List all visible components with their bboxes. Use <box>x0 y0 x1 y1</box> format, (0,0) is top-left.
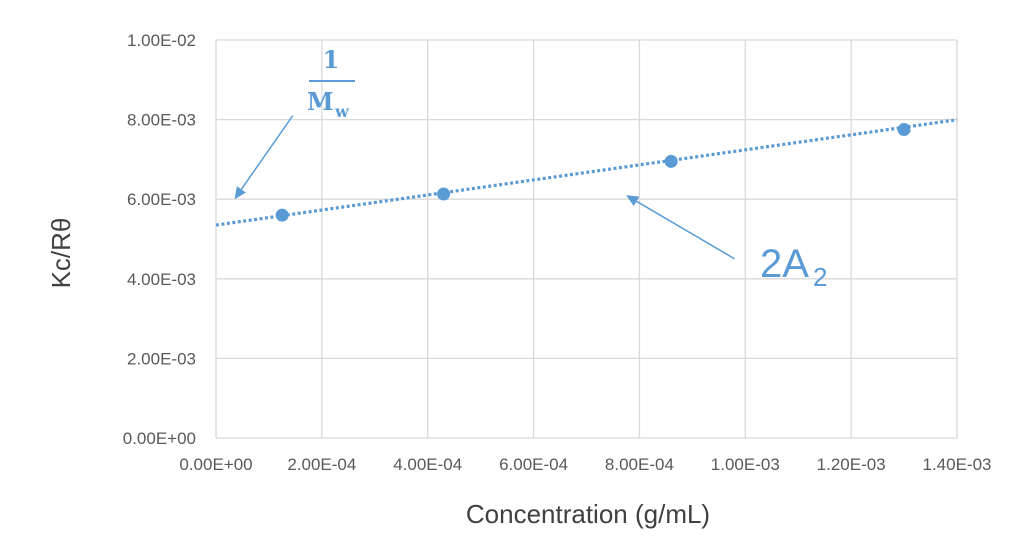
slope-label-subscript: 2 <box>813 262 827 292</box>
x-tick-label: 1.20E-03 <box>817 455 886 474</box>
slope-label-text: 2A <box>760 242 809 286</box>
x-tick-label: 0.00E+00 <box>179 455 252 474</box>
x-tick-label: 1.00E-03 <box>711 455 780 474</box>
y-tick-label: 0.00E+00 <box>123 429 196 448</box>
y-tick-label: 2.00E-03 <box>127 349 196 368</box>
x-tick-label: 2.00E-04 <box>287 455 356 474</box>
intercept-arrow <box>234 115 294 200</box>
trendline-layer <box>215 118 958 227</box>
slope-label: 2A 2 <box>760 242 827 292</box>
x-axis-title: Concentration (g/mL) <box>466 499 710 529</box>
y-tick-label: 1.00E-02 <box>127 31 196 50</box>
annotations: 1 M w 2A 2 <box>234 45 827 292</box>
trendline <box>215 118 958 227</box>
x-tick-labels: 0.00E+00 2.00E-04 4.00E-04 6.00E-04 8.00E-04… <box>179 455 991 474</box>
intercept-label: 1 M w <box>307 45 355 121</box>
x-tick-label: 1.40E-03 <box>923 455 992 474</box>
slope-arrow <box>626 195 736 260</box>
data-point <box>437 187 451 201</box>
intercept-label-numerator: 1 <box>323 45 340 74</box>
grid <box>215 39 958 439</box>
data-points <box>275 123 911 222</box>
x-tick-label: 6.00E-04 <box>499 455 568 474</box>
y-tick-labels: 0.00E+00 2.00E-03 4.00E-03 6.00E-03 8.00E-03… <box>123 31 196 448</box>
y-tick-label: 6.00E-03 <box>127 190 196 209</box>
y-axis-title: Kc/Rθ <box>46 218 76 289</box>
arrow-shaft <box>636 200 736 260</box>
intercept-label-denominator: M <box>307 87 334 116</box>
arrow-shaft <box>240 115 294 190</box>
y-tick-label: 4.00E-03 <box>127 270 196 289</box>
y-tick-label: 8.00E-03 <box>127 111 196 130</box>
x-tick-label: 4.00E-04 <box>393 455 462 474</box>
arrow-head <box>626 195 640 207</box>
x-tick-label: 8.00E-04 <box>605 455 674 474</box>
arrow-head <box>234 186 246 200</box>
data-point <box>275 208 289 222</box>
intercept-label-subscript: w <box>334 102 350 121</box>
data-point <box>664 154 678 168</box>
data-point <box>897 123 911 137</box>
